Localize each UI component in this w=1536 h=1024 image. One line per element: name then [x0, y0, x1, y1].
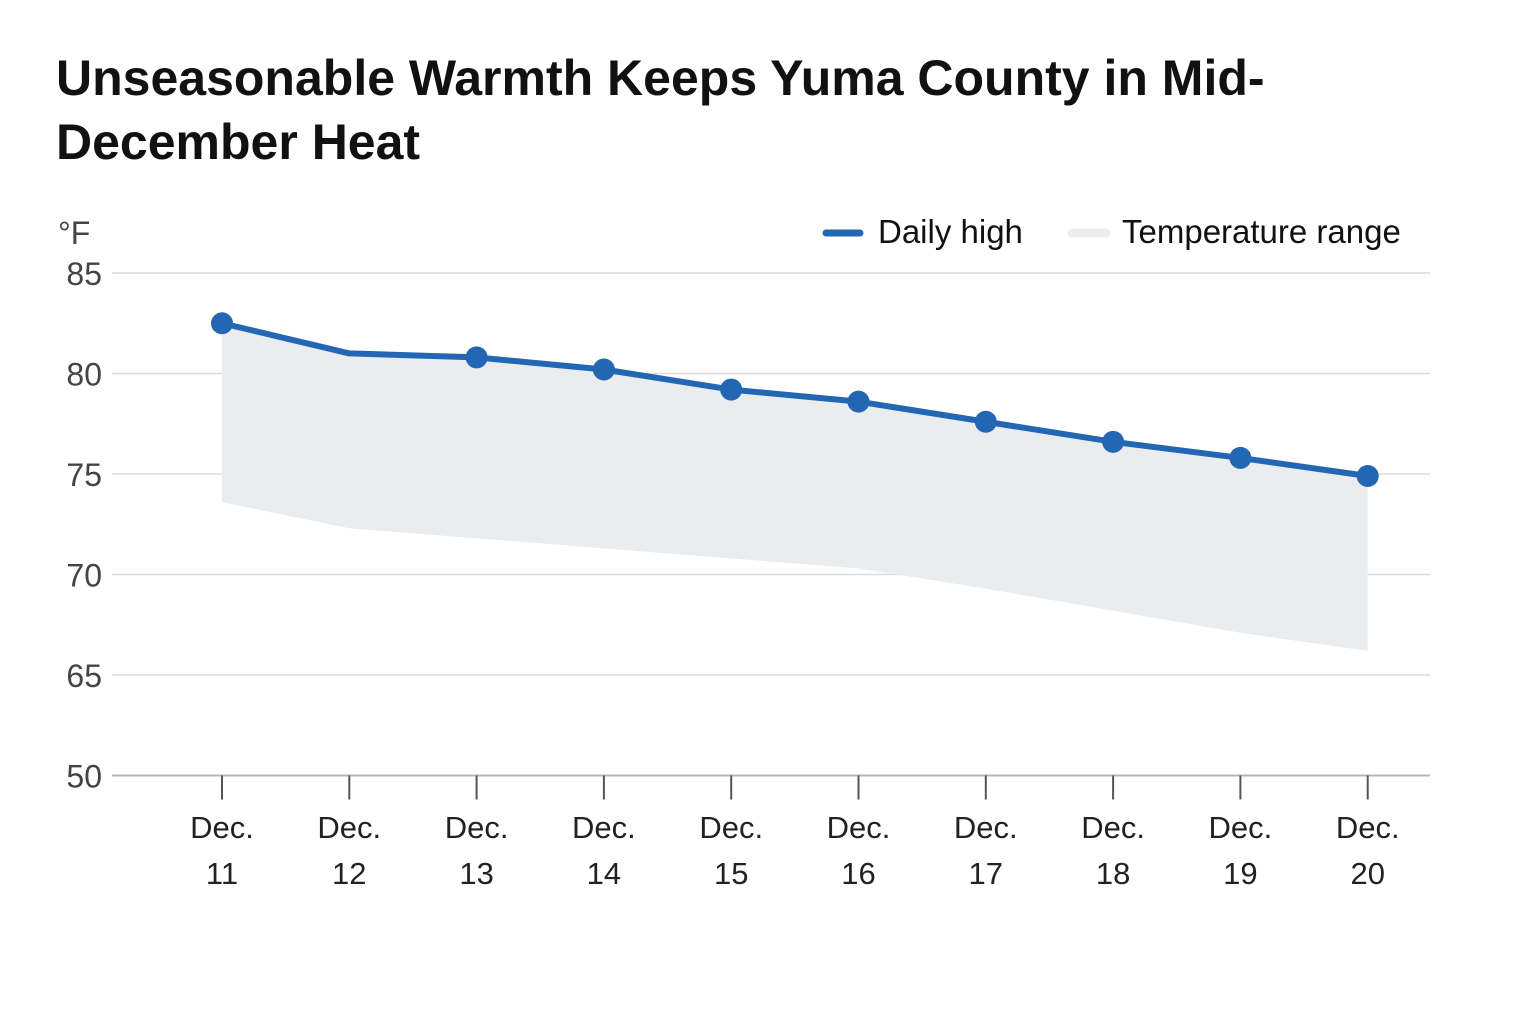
daily-high-point	[1102, 430, 1125, 453]
daily-high-point	[465, 346, 488, 369]
legend-label-temperature-range: Temperature range	[1122, 213, 1401, 250]
x-tick-label-month: Dec.	[827, 810, 891, 845]
daily-high-point	[974, 410, 997, 433]
x-tick-label-day: 20	[1350, 856, 1384, 891]
daily-high-line	[219, 320, 1371, 480]
y-tick-label: 70	[66, 558, 102, 594]
y-tick-label: 75	[66, 457, 102, 493]
y-tick-label: 65	[66, 658, 102, 694]
x-tick-label-month: Dec.	[445, 810, 509, 845]
x-tick-label-day: 16	[841, 856, 875, 891]
legend: Daily high Temperature range	[822, 213, 1401, 250]
x-tick-label-day: 11	[206, 856, 238, 891]
daily-high-point	[720, 378, 743, 401]
daily-high-point	[211, 312, 233, 335]
y-tick-label: 85	[66, 256, 102, 292]
x-tick-label-month: Dec.	[190, 810, 254, 845]
temperature-range-area	[222, 323, 1368, 651]
x-tick-label-day: 18	[1096, 856, 1130, 891]
x-axis: Dec. 11 Dec. 12 Dec. 13 Dec. 14 Dec. 15 Dec. 16 Dec.…	[190, 775, 1400, 891]
legend-label-daily-high: Daily high	[878, 213, 1023, 250]
x-tick-label-month: Dec.	[572, 810, 636, 845]
x-tick-label-day: 19	[1223, 856, 1257, 891]
temperature-range-band	[222, 323, 1368, 651]
x-tick-label-month: Dec.	[1081, 810, 1145, 845]
x-tick-label-day: 12	[332, 856, 366, 891]
y-tick-label: 50	[66, 759, 102, 795]
y-tick-label: 80	[66, 357, 102, 393]
daily-high-point	[1229, 446, 1252, 469]
daily-high-point	[1356, 465, 1379, 488]
x-tick-label-day: 17	[969, 856, 1003, 891]
daily-high-series	[211, 312, 1379, 488]
x-tick-label-month: Dec.	[1336, 810, 1400, 845]
x-tick-label-month: Dec.	[317, 810, 381, 845]
daily-high-point	[592, 358, 615, 381]
x-tick-label-day: 13	[459, 856, 493, 891]
daily-high-point	[847, 390, 870, 413]
x-tick-label-day: 14	[587, 856, 621, 891]
x-tick-label-month: Dec.	[954, 810, 1018, 845]
x-tick-label-day: 15	[714, 856, 748, 891]
y-axis: 85 80 75 70 65 50	[66, 256, 102, 795]
y-axis-unit: °F	[58, 215, 90, 251]
x-tick-label-month: Dec.	[1209, 810, 1273, 845]
x-tick-label-month: Dec.	[699, 810, 763, 845]
chart-title: Unseasonable Warmth Keeps Yuma County in…	[56, 50, 1265, 170]
